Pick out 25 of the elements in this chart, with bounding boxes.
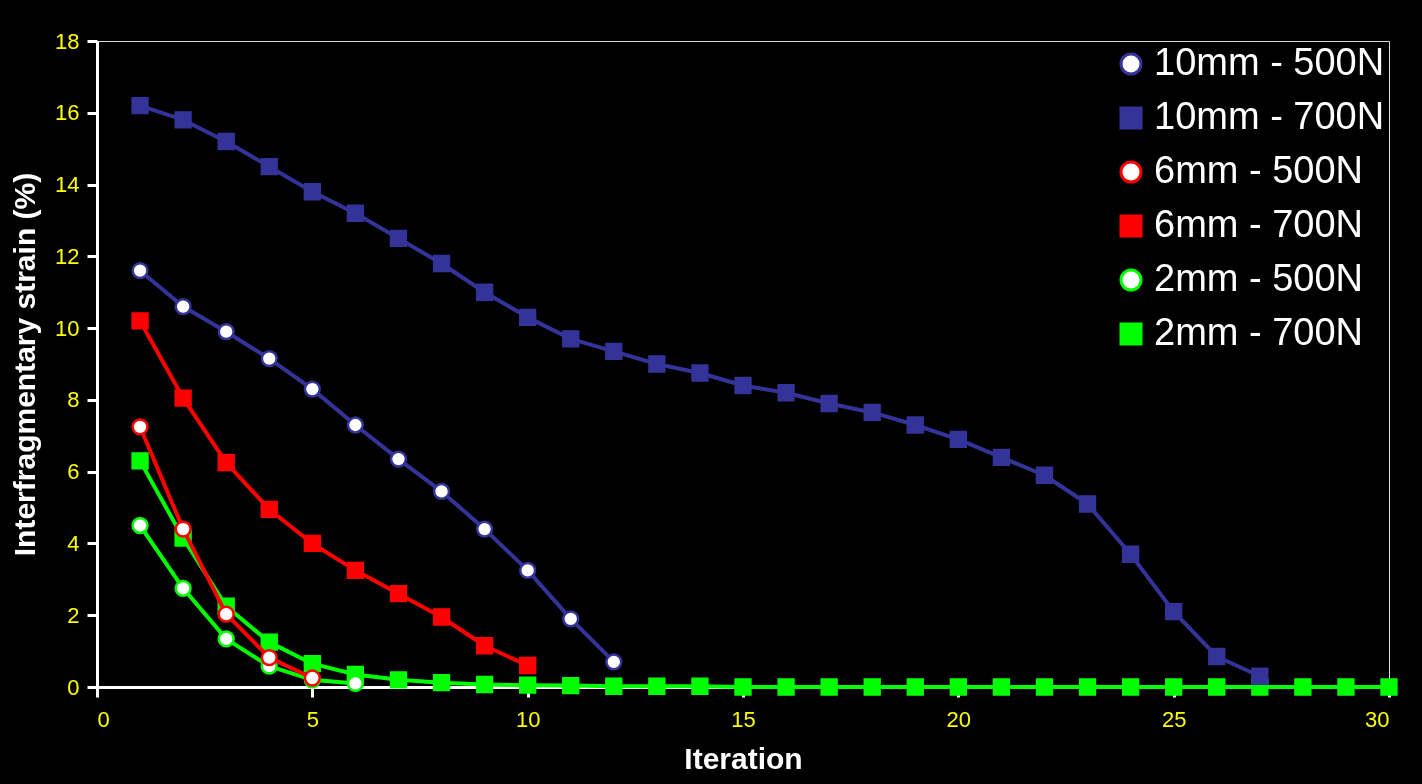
legend-label: 2mm - 700N bbox=[1154, 311, 1364, 353]
y-tick-label: 2 bbox=[67, 602, 80, 628]
legend-label: 2mm - 500N bbox=[1154, 257, 1364, 299]
y-tick-label: 18 bbox=[55, 28, 80, 54]
x-tick-label: 30 bbox=[1365, 706, 1390, 732]
x-tick-label: 0 bbox=[97, 706, 110, 732]
y-tick-label: 12 bbox=[55, 243, 80, 269]
y-tick-label: 16 bbox=[55, 100, 80, 126]
legend-label: 10mm - 500N bbox=[1154, 41, 1385, 83]
x-tick-label: 15 bbox=[731, 706, 756, 732]
legend-label: 6mm - 700N bbox=[1154, 203, 1364, 245]
y-tick-label: 4 bbox=[67, 530, 80, 556]
legend-label: 6mm - 500N bbox=[1154, 149, 1364, 191]
y-axis-title: Interfragmentary strain (%) bbox=[8, 172, 42, 557]
y-tick-label: 6 bbox=[67, 459, 80, 485]
x-axis-title: Iteration bbox=[684, 741, 803, 775]
y-tick-label: 14 bbox=[55, 172, 80, 198]
x-tick-label: 20 bbox=[946, 706, 972, 732]
x-tick-label: 25 bbox=[1161, 706, 1187, 732]
y-tick-label: 10 bbox=[55, 315, 80, 341]
y-tick-label: 0 bbox=[67, 674, 80, 700]
x-tick-label: 5 bbox=[306, 706, 319, 732]
legend-label: 10mm - 700N bbox=[1154, 95, 1385, 137]
y-tick-label: 8 bbox=[67, 387, 80, 413]
x-tick-label: 10 bbox=[515, 706, 541, 732]
